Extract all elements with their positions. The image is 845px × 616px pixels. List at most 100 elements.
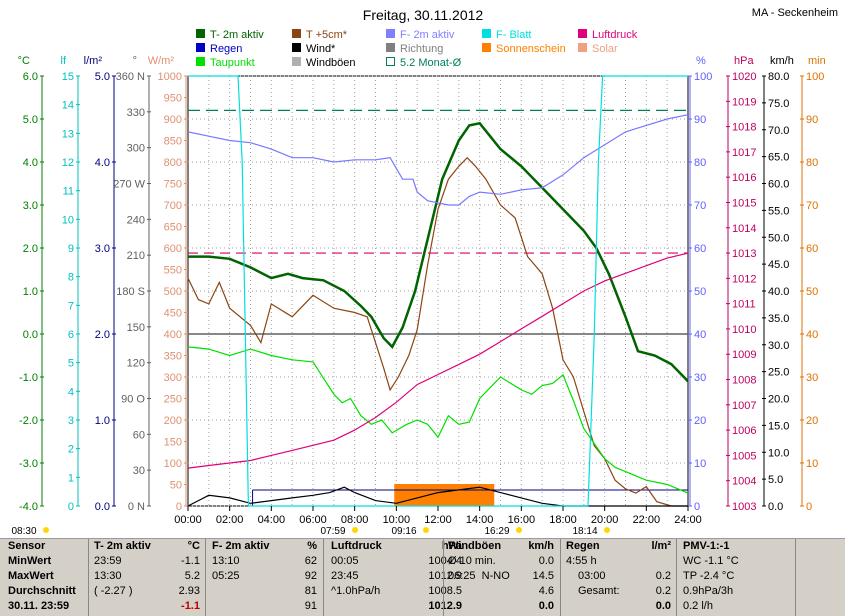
legend-swatch: [386, 29, 395, 38]
x-tick-label: 06:00: [299, 514, 327, 526]
axis-tick-press: 1011: [732, 299, 756, 311]
axis-tick-temp: 2.0: [23, 243, 38, 255]
axis-tick-dir: 330: [127, 107, 145, 119]
axis-tick-lf: 1: [68, 472, 74, 484]
series-press: [187, 252, 689, 469]
station-name: MA - Seckenheim: [752, 7, 838, 19]
stats-value: 91: [304, 600, 317, 612]
axis-tick-hum: 80: [694, 157, 706, 169]
axis-tick-hum: 100: [694, 71, 712, 83]
axis-tick-press: 1017: [732, 147, 756, 159]
stats-time: Gesamt:: [578, 585, 620, 597]
axis-tick-solar: 750: [164, 179, 182, 191]
axis-tick-lf: 7: [68, 300, 74, 312]
axis-tick-lf: 6: [68, 329, 74, 341]
axis-tick-min: 70: [806, 200, 818, 212]
stats-unit: l/m²: [651, 540, 671, 552]
stats-value: 81: [304, 585, 317, 597]
axis-tick-solar: 500: [164, 286, 182, 298]
axis-unit-rain: l/m²: [84, 55, 103, 67]
stats-header: F- 2m aktiv: [212, 540, 270, 552]
stats-value: 0.0: [538, 555, 554, 567]
sun-event-label: 16:29: [484, 526, 509, 537]
axis-tick-wind: 35.0: [768, 313, 789, 325]
stats-sensor-col: Sensor MinWert MaxWert Durchschnitt 30.1…: [8, 539, 88, 614]
legend-label: Taupunkt: [210, 57, 255, 69]
stats-divider: [560, 539, 561, 616]
x-tick-label: 20:00: [591, 514, 619, 526]
sun-event-label: 08:30: [11, 526, 36, 537]
stats-value: 0.9hPa/3h: [683, 585, 734, 597]
axis-tick-min: 90: [806, 114, 818, 126]
axis-tick-lf: 8: [68, 272, 74, 284]
axis-tick-press: 1015: [732, 197, 756, 209]
stats-divider: [676, 539, 677, 616]
axis-tick-hum: 40: [694, 329, 706, 341]
axis-tick-solar: 850: [164, 136, 182, 148]
axis-tick-dir: 60: [133, 429, 145, 441]
legend-label: Solar: [592, 43, 618, 55]
axis-tick-min: 30: [806, 372, 818, 384]
stats-time: 4:55 h: [566, 555, 597, 567]
stats-value: 0.2: [655, 585, 671, 597]
axis-tick-solar: 650: [164, 222, 182, 234]
axis-tick-press: 1003: [732, 501, 756, 513]
stats-row-label: MaxWert: [8, 570, 54, 582]
series-leaf: [188, 75, 688, 507]
axis-tick-lf: 5: [68, 358, 74, 370]
stats-value: 14.5: [532, 570, 554, 582]
stats-value: 1008.5: [428, 585, 462, 597]
stats-temp-col: T- 2m aktiv °C 23:59 -1.1 13:30 5.2 ( -2.27…: [94, 539, 200, 614]
axis-tick-dir: 30: [133, 465, 145, 477]
axis-tick-hum: 70: [694, 200, 706, 212]
stats-row-label: 30.11. 23:59: [8, 600, 70, 612]
stats-value: 1012.9: [428, 570, 462, 582]
axis-tick-wind: 40.0: [768, 286, 789, 298]
axis-tick-solar: 800: [164, 157, 182, 169]
x-tick-label: 16:00: [508, 514, 536, 526]
x-tick-label: 18:00: [549, 514, 577, 526]
stats-wind-col: Windböen km/h Ø 10 min. 0.0 06:25 N-NO 14.5…: [448, 539, 554, 614]
sun-icon: [352, 527, 358, 533]
stats-header: Windböen: [448, 540, 502, 552]
legend-swatch: [482, 29, 491, 38]
axis-tick-press: 1020: [732, 71, 756, 83]
sun-event-label: 09:16: [391, 526, 416, 537]
axis-tick-temp: -4.0: [19, 501, 38, 513]
axis-tick-solar: 600: [164, 243, 182, 255]
legend-swatch: [196, 57, 205, 66]
stats-time: ( -2.27 ): [94, 585, 133, 597]
stats-time: 13:30: [94, 570, 122, 582]
axis-tick-hum: 20: [694, 415, 706, 427]
axis-unit-lf: lf: [61, 55, 67, 67]
axis-tick-temp: 0.0: [23, 329, 38, 341]
axis-tick-solar: 150: [164, 437, 182, 449]
axis-tick-solar: 250: [164, 394, 182, 406]
axis-tick-wind: 55.0: [768, 205, 789, 217]
stats-header: T- 2m aktiv: [94, 540, 151, 552]
axis-tick-dir: 150: [127, 322, 145, 334]
axis-tick-rain: 1.0: [95, 415, 110, 427]
stats-divider: [88, 539, 89, 616]
axis-tick-wind: 50.0: [768, 232, 789, 244]
legend-label: Regen: [210, 43, 242, 55]
axis-tick-wind: 45.0: [768, 259, 789, 271]
x-tick-label: 24:00: [674, 514, 702, 526]
axis-tick-dir: 180 S: [116, 286, 145, 298]
legend-swatch: [482, 43, 491, 52]
x-tick-label: 00:00: [174, 514, 202, 526]
axis-unit-temp: °C: [18, 55, 30, 67]
stats-value: 0.2: [655, 570, 671, 582]
axis-tick-press: 1009: [732, 349, 756, 361]
axis-tick-wind: 60.0: [768, 179, 789, 191]
axis-tick-temp: -2.0: [19, 415, 38, 427]
axis-tick-press: 1004: [732, 476, 756, 488]
axis-tick-wind: 5.0: [768, 474, 783, 486]
stats-value: -1.1: [181, 555, 200, 567]
axis-tick-hum: 10: [694, 458, 706, 470]
axis-tick-wind: 30.0: [768, 340, 789, 352]
axis-tick-wind: 20.0: [768, 394, 789, 406]
axis-tick-lf: 9: [68, 243, 74, 255]
axis-tick-wind: 65.0: [768, 152, 789, 164]
sun-icon: [516, 527, 522, 533]
